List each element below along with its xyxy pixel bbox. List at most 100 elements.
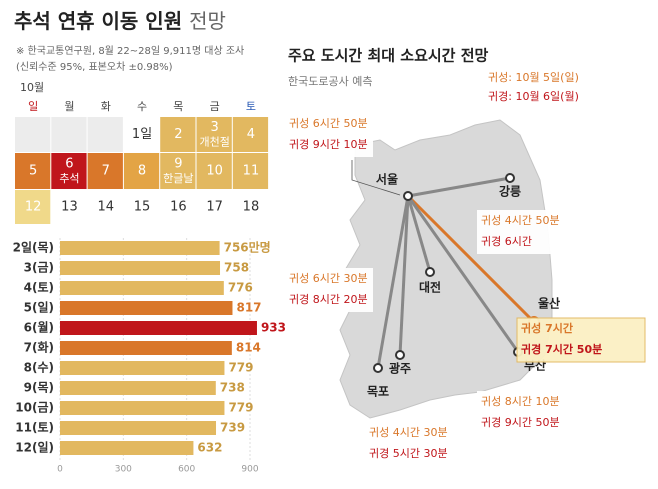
- calendar-day: 14: [97, 200, 114, 215]
- route-box: [365, 422, 453, 466]
- calendar-day: 13: [61, 200, 78, 215]
- y-tick-label: 5(일): [24, 301, 54, 315]
- calendar-day: 12: [25, 200, 42, 215]
- calendar-cell: [87, 153, 123, 189]
- city-label: 대전: [419, 280, 441, 295]
- korea-map: [339, 119, 553, 419]
- value-label: 738: [220, 381, 245, 395]
- city-dot: [505, 173, 515, 183]
- calendar-cell: [196, 190, 232, 224]
- city-dot: [373, 363, 383, 373]
- city-dot: [425, 267, 435, 277]
- city-dot: [395, 350, 405, 360]
- route-box: [285, 268, 373, 312]
- y-tick-label: 6(월): [24, 320, 54, 335]
- calendar-cell: [15, 153, 51, 189]
- city-label: 목포: [367, 385, 389, 399]
- x-tick-label: 900: [241, 465, 258, 475]
- bar: [60, 341, 232, 355]
- calendar-cell: [196, 117, 232, 152]
- calendar-cell: [232, 117, 269, 152]
- calendar-holiday: 한글날: [163, 172, 193, 185]
- calendar-cell: [232, 190, 269, 224]
- city-label: 서울: [376, 172, 398, 187]
- calendar-cell: [15, 190, 51, 224]
- y-tick-label: 8(수): [24, 361, 54, 375]
- route-out: 귀성 8시간 10분: [481, 395, 560, 408]
- value-label: 933: [261, 321, 286, 335]
- route-out: 귀성 6시간 30분: [289, 272, 368, 285]
- y-tick-label: 9(목): [24, 381, 54, 395]
- calendar-cell: [15, 117, 51, 152]
- route-back: 귀경 9시간 50분: [481, 416, 560, 429]
- route-line: [398, 195, 410, 356]
- map-title: 주요 도시간 최대 소요시간 전망: [288, 47, 488, 65]
- route-line: [376, 195, 410, 369]
- weekday: 화: [101, 100, 111, 113]
- route-line: [406, 195, 520, 353]
- calendar-cell: [51, 190, 87, 224]
- city-label: 울산: [538, 296, 560, 311]
- route-box: [285, 113, 373, 157]
- y-tick-label: 11(토): [15, 421, 54, 435]
- route-out: 귀성 7시간: [521, 321, 573, 335]
- weekday: 금: [210, 100, 220, 113]
- calendar-holiday: 개천절: [199, 135, 229, 149]
- route-line: [406, 194, 536, 324]
- calendar-cell: [196, 153, 232, 189]
- bar: [60, 361, 225, 375]
- calendar-cell: [51, 117, 87, 152]
- y-tick-label: 3(금): [24, 261, 54, 275]
- value-label: 739: [220, 421, 245, 435]
- y-tick-label: 12(일): [15, 441, 54, 455]
- title-suffix: 전망: [189, 9, 226, 33]
- bar: [60, 381, 216, 395]
- title: 추석 연휴 이동 인원 전망: [14, 9, 226, 33]
- calendar-cell: [160, 190, 196, 224]
- month: 10월: [20, 81, 44, 94]
- weekday: 목: [173, 100, 183, 113]
- weekday: 수: [137, 100, 147, 113]
- map-source: 한국도로공사 예측: [288, 75, 372, 88]
- calendar-day: 8: [138, 164, 146, 179]
- route-back: 귀경 7시간 50분: [521, 342, 602, 356]
- route-out: 귀성 6시간 50분: [289, 117, 368, 130]
- value-label: 779: [228, 361, 253, 375]
- calendar-day: 4: [247, 127, 255, 142]
- value-label: 814: [236, 341, 261, 355]
- calendar-day: 1일: [132, 127, 152, 142]
- calendar-day: 16: [170, 200, 187, 215]
- x-tick-label: 300: [115, 465, 132, 475]
- y-tick-label: 2일(목): [13, 241, 54, 255]
- title-main: 추석 연휴 이동 인원: [14, 9, 182, 33]
- value-label: 817: [236, 301, 261, 315]
- calendar-day: 3: [211, 120, 219, 135]
- value-label: 632: [197, 441, 222, 455]
- x-tick-label: 0: [57, 465, 63, 475]
- legend-back: 귀경: 10월 6일(월): [488, 89, 579, 103]
- value-label: 756만명: [224, 240, 271, 255]
- calendar-day: 5: [29, 164, 37, 179]
- calendar-cell: [123, 117, 160, 152]
- city-label: 강릉: [499, 184, 521, 199]
- route-back: 귀경 9시간 10분: [289, 138, 368, 151]
- y-tick-label: 4(토): [24, 281, 54, 295]
- route-line: [406, 195, 432, 273]
- calendar-day: 7: [102, 164, 110, 179]
- calendar-day: 17: [206, 200, 223, 215]
- calendar-cell: [123, 190, 160, 224]
- calendar-cell: [87, 117, 123, 152]
- bar: [60, 321, 257, 335]
- calendar-cell: [160, 117, 196, 152]
- calendar-holiday: 추석: [59, 172, 79, 185]
- bar: [60, 261, 221, 275]
- calendar-day: 6: [65, 157, 73, 172]
- route-box: [477, 210, 565, 254]
- note: ※ 한국교통연구원, 8월 22~28일 9,911명 대상 조사: [16, 45, 244, 57]
- bar: [60, 401, 225, 415]
- weekday: 토: [246, 100, 256, 113]
- calendar-day: 11: [243, 164, 260, 179]
- route-back: 귀경 8시간 20분: [289, 293, 368, 306]
